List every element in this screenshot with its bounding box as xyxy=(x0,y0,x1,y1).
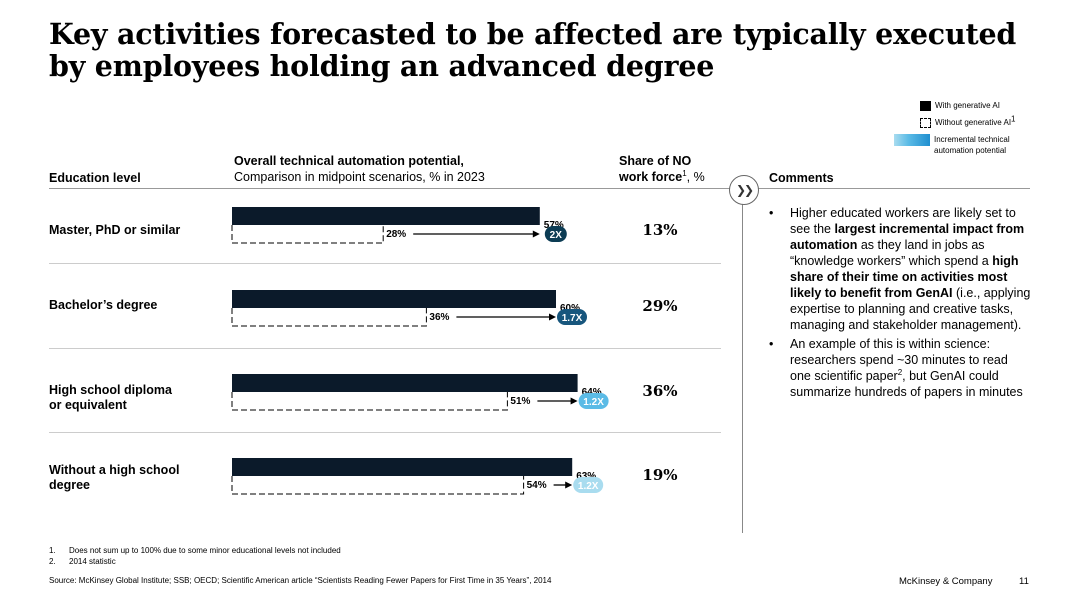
comment-bold: largest incremental impact from automati… xyxy=(790,222,1025,252)
legend-swatch-solid xyxy=(920,101,931,111)
footnote-number: 2. xyxy=(49,557,56,566)
legend-with-label: With generative AI xyxy=(935,101,1000,110)
value-label-with: 57% xyxy=(544,220,564,231)
legend-incremental-label: Incremental technical automation potenti… xyxy=(934,135,1010,155)
bar-without-genai xyxy=(231,476,525,495)
legend-incremental: Incremental technical automation potenti… xyxy=(894,134,1029,156)
legend-without-sup: 1 xyxy=(1011,114,1016,124)
value-label-without: 51% xyxy=(510,396,530,407)
comment-bold: high share of their time on activities m… xyxy=(790,254,1019,300)
footnotes: 1. Does not sum up to 100% due to some mi… xyxy=(49,545,341,567)
multiplier-badge xyxy=(557,309,587,325)
comment-text: Higher educated workers are likely set t… xyxy=(790,206,1016,236)
header-automation-sub: Comparison in midpoint scenarios, % in 2… xyxy=(234,170,485,184)
multiplier-label: 1.2X xyxy=(583,397,604,408)
row-label-highschool: High school diploma or equivalent xyxy=(49,383,172,413)
source-note: Source: McKinsey Global Institute; SSB; … xyxy=(49,576,552,585)
row-divider xyxy=(49,432,721,433)
header-share-sup: 1 xyxy=(682,168,687,178)
bar-with-genai xyxy=(232,374,578,392)
footnote-number: 1. xyxy=(49,546,56,555)
legend-without: Without generative AI1 xyxy=(920,115,1016,128)
header-automation: Overall technical automation potential, … xyxy=(234,153,485,185)
multiplier-label: 1.2X xyxy=(578,481,599,492)
multiplier-badge xyxy=(578,393,609,409)
increment-arrowhead xyxy=(549,313,556,321)
row-label-master: Master, PhD or similar xyxy=(49,223,181,237)
page-title: Key activities forecasted to be affected… xyxy=(49,17,1017,83)
bar-without-genai xyxy=(231,225,384,244)
comment-text: , but GenAI could summarize hundreds of … xyxy=(790,369,1023,399)
header-education: Education level xyxy=(49,171,141,185)
header-share-unit: , % xyxy=(686,170,705,184)
increment-arrowhead xyxy=(565,481,573,489)
bar-without-genai xyxy=(231,308,427,327)
header-comments: Comments xyxy=(769,171,834,185)
increment-arrowhead xyxy=(570,397,578,405)
bar-with-genai xyxy=(232,290,556,308)
row-label-no-highschool: Without a high school degree xyxy=(49,463,179,493)
comment-text: (i.e., applying expertise to planning an… xyxy=(790,286,1031,332)
row-label-highschool-l1: High school diploma xyxy=(49,383,172,397)
bar-with-genai xyxy=(232,458,573,476)
value-label-with: 64% xyxy=(582,387,602,398)
multiplier-badge xyxy=(573,477,604,493)
bar-without-genai xyxy=(231,392,508,411)
comment-text: as they land in jobs as “knowledge worke… xyxy=(790,238,993,268)
row-divider xyxy=(49,348,721,349)
share-value-master: 13% xyxy=(642,221,678,239)
share-value-bachelor: 29% xyxy=(642,297,678,315)
header-share-line2: work force xyxy=(619,170,683,184)
multiplier-label: 1.7X xyxy=(562,313,583,324)
comment-bullet-1: Higher educated workers are likely set t… xyxy=(769,205,1031,333)
brand-name: McKinsey & Company xyxy=(899,576,993,587)
row-label-no-highschool-l2: degree xyxy=(49,478,90,492)
footnote-text: 2014 statistic xyxy=(69,557,116,566)
header-automation-title: Overall technical automation potential, xyxy=(234,154,464,168)
comments-divider xyxy=(742,200,743,533)
row-label-no-highschool-l1: Without a high school xyxy=(49,463,180,477)
comments-panel: Higher educated workers are likely set t… xyxy=(769,205,1031,403)
legend-swatch-gradient xyxy=(894,134,930,146)
footnote-text: Does not sum up to 100% due to some mino… xyxy=(69,546,341,555)
bar-with-genai xyxy=(232,207,540,225)
increment-arrowhead xyxy=(532,230,540,238)
header-share-line1: Share of NO xyxy=(619,154,692,168)
footnote: 2. 2014 statistic xyxy=(49,556,341,567)
row-divider xyxy=(49,263,721,264)
legend-swatch-dashed xyxy=(920,118,931,128)
share-value-no-highschool: 19% xyxy=(642,466,678,484)
multiplier-badge xyxy=(544,226,567,242)
value-label-with: 60% xyxy=(560,303,580,314)
footnote: 1. Does not sum up to 100% due to some mi… xyxy=(49,545,341,556)
comment-sup: 2 xyxy=(897,367,903,377)
page-number: 11 xyxy=(1019,576,1029,587)
value-label-with: 63% xyxy=(576,471,596,482)
share-value-highschool: 36% xyxy=(642,382,678,400)
value-label-without: 36% xyxy=(429,312,449,323)
double-chevron-right-icon: ❯❯ xyxy=(729,175,759,205)
row-label-highschool-l2: or equivalent xyxy=(49,398,127,412)
header-share: Share of NO work force1, % xyxy=(619,153,705,185)
comment-text: An example of this is within science: re… xyxy=(790,337,1008,383)
legend-without-text: Without generative AI xyxy=(935,118,1012,127)
legend-with: With generative AI xyxy=(920,101,1000,111)
value-label-without: 54% xyxy=(527,480,547,491)
row-label-bachelor: Bachelor’s degree xyxy=(49,298,158,312)
comment-bullet-2: An example of this is within science: re… xyxy=(769,336,1031,400)
header-divider xyxy=(49,188,1030,189)
multiplier-label: 2X xyxy=(550,230,563,241)
value-label-without: 28% xyxy=(386,229,406,240)
legend-without-label: Without generative AI1 xyxy=(935,115,1016,128)
